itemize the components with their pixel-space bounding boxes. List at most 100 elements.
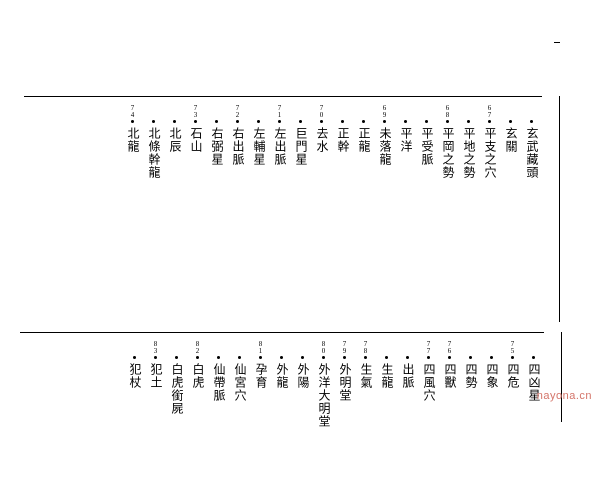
entry-term: 平地之勢 [462,127,475,179]
bullet-dot [488,120,491,123]
index-entry: 67平支之穴 [483,104,496,179]
bullet-dot [425,120,428,123]
entry-term: 右弼星 [210,127,223,166]
entry-term: 北條幹龍 [147,127,160,179]
entry-term: 四危 [506,363,519,389]
index-entry: 69未落龍 [378,104,391,166]
entry-term: 仙宮穴 [233,363,246,402]
rule-right-margin-lower [561,332,562,422]
bullet-dot [131,120,134,123]
entry-term: 四象 [485,363,498,389]
bullet-dot [383,120,386,123]
entry-number: 68 [444,104,452,118]
bullet-dot [511,356,514,359]
rule-top-right-tick [554,42,560,43]
index-entry: 00玄武藏頭 [525,104,538,179]
bullet-dot [280,356,283,359]
index-entry: 81 孕育 [254,340,267,389]
entry-term: 仙帶脈 [212,363,225,402]
entry-number: 81 [257,340,265,354]
index-entry: 00平受脈 [420,104,433,166]
index-entry: 00仙宮穴 [233,340,246,402]
entry-number: 83 [152,340,160,354]
bullet-dot [343,356,346,359]
entry-term: 巨門星 [294,127,307,166]
index-entry: 00犯杖 [128,340,141,389]
index-entry: 00出脈 [401,340,414,389]
index-entry: 00四象 [485,340,498,389]
index-entry: 00外陽 [296,340,309,389]
entry-number: 70 [318,104,326,118]
rule-lower [20,332,544,333]
index-entry: 00仙帶脈 [212,340,225,402]
entry-number: 80 [320,340,328,354]
bullet-dot [133,356,136,359]
bullet-dot [322,356,325,359]
index-row-lower: 00四凶星75四危00四象00四勢76四獸77四風穴00出脈00生龍78生氣79… [24,340,540,428]
entry-term: 孕育 [254,363,267,389]
entry-number: 71 [276,104,284,118]
index-entry: 74 北龍 [126,104,139,153]
bullet-dot [467,120,470,123]
index-entry: 00北條幹龍 [147,104,160,179]
bullet-dot [469,356,472,359]
entry-term: 外龍 [275,363,288,389]
entry-number: 75 [509,340,517,354]
index-entry: 00外龍 [275,340,288,389]
index-entry: 77四風穴 [422,340,435,402]
entry-number: 76 [446,340,454,354]
entry-term: 正幹 [336,127,349,153]
entry-number: 78 [362,340,370,354]
entry-term: 生氣 [359,363,372,389]
entry-number: 67 [486,104,494,118]
index-entry: 00平地之勢 [462,104,475,179]
entry-term: 去水 [315,127,328,153]
entry-term: 外明堂 [338,363,351,402]
index-entry: 68 平岡之勢 [441,104,454,179]
bullet-dot [448,356,451,359]
index-entry: 00玄關 [504,104,517,153]
bullet-dot [406,356,409,359]
index-row-upper: 00玄武藏頭00玄關67平支之穴00平地之勢68平岡之勢00平受脈00平洋69未… [26,104,538,179]
rule-upper [24,96,542,97]
entry-term: 平岡之勢 [441,127,454,179]
index-entry: 71左出脈 [273,104,286,166]
bullet-dot [320,120,323,123]
bullet-dot [299,120,302,123]
bullet-dot [259,356,262,359]
bullet-dot [194,120,197,123]
entry-term: 犯杖 [128,363,141,389]
entry-term: 外洋大明堂 [317,363,330,428]
bullet-dot [385,356,388,359]
entry-number: 79 [341,340,349,354]
entry-term: 犯土 [149,363,162,389]
bullet-dot [175,356,178,359]
bullet-dot [446,120,449,123]
index-entry: 78 生氣 [359,340,372,389]
entry-number: 77 [425,340,433,354]
entry-term: 生龍 [380,363,393,389]
index-entry: 75 四危 [506,340,519,389]
bullet-dot [530,120,533,123]
bullet-dot [278,120,281,123]
entry-term: 出脈 [401,363,414,389]
entry-number: 74 [129,104,137,118]
index-entry: 00正幹 [336,104,349,153]
watermark-text: nayona.cn [537,390,592,402]
index-entry: 79 外明堂 [338,340,351,402]
index-entry: 80 外洋大明堂 [317,340,330,428]
entry-term: 玄武藏頭 [525,127,538,179]
index-entry: 00四勢 [464,340,477,389]
entry-term: 北辰 [168,127,181,153]
index-entry: 76四獸 [443,340,456,389]
bullet-dot [509,120,512,123]
index-entry: 00北辰 [168,104,181,153]
entry-number: 72 [234,104,242,118]
index-entry: 83 犯土 [149,340,162,389]
bullet-dot [236,120,239,123]
bullet-dot [196,356,199,359]
entry-term: 北龍 [126,127,139,153]
index-entry: 00左輔星 [252,104,265,166]
entry-term: 石山 [189,127,202,153]
index-entry: 00正龍 [357,104,370,153]
